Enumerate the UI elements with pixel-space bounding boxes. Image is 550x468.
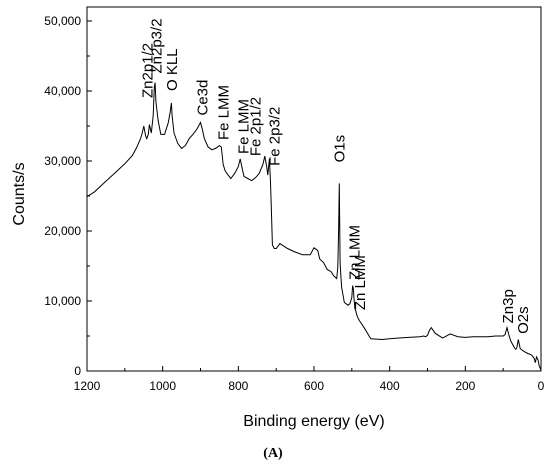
axis-ticks: 1200 1000 800 600 400 200 0 0 10,000 20,000 30,000… bbox=[44, 14, 544, 393]
peak-label: Zn LMM bbox=[352, 255, 369, 310]
y-tick-label: 10,000 bbox=[44, 294, 81, 308]
x-tick-label: 1200 bbox=[74, 379, 101, 393]
x-tick-label: 600 bbox=[304, 379, 324, 393]
y-tick-label: 40,000 bbox=[44, 84, 81, 98]
spectrum-line bbox=[86, 82, 542, 371]
peak-label: Fe 2p3/2 bbox=[266, 107, 283, 166]
peak-label: Fe 2p1/2 bbox=[247, 97, 264, 156]
y-tick-label: 0 bbox=[74, 364, 81, 378]
panel-label: (A) bbox=[263, 446, 283, 461]
peak-label: O KLL bbox=[164, 48, 181, 91]
x-axis-title: Binding energy (eV) bbox=[243, 413, 384, 430]
x-tick-label: 0 bbox=[538, 379, 545, 393]
x-tick-label: 1000 bbox=[149, 379, 176, 393]
peak-label: Fe LMM bbox=[235, 99, 252, 154]
peak-label: O1s bbox=[331, 135, 348, 163]
peak-label: Zn2p1/2 bbox=[140, 43, 157, 98]
x-tick-label: 800 bbox=[228, 379, 248, 393]
peak-label: Fe LMM bbox=[216, 85, 233, 140]
peak-label: Zn LMM bbox=[346, 225, 363, 280]
y-tick-label: 50,000 bbox=[44, 14, 81, 28]
y-axis-title: Counts/s bbox=[11, 162, 28, 225]
peak-label: Ce3d bbox=[194, 80, 211, 116]
peak-label: O2s bbox=[515, 306, 532, 334]
peak-label: Zn3p bbox=[500, 289, 517, 323]
x-tick-label: 400 bbox=[380, 379, 400, 393]
peak-label: Zn2p3/2 bbox=[149, 18, 166, 73]
y-tick-label: 20,000 bbox=[44, 224, 81, 238]
y-tick-label: 30,000 bbox=[44, 154, 81, 168]
x-tick-label: 200 bbox=[455, 379, 475, 393]
